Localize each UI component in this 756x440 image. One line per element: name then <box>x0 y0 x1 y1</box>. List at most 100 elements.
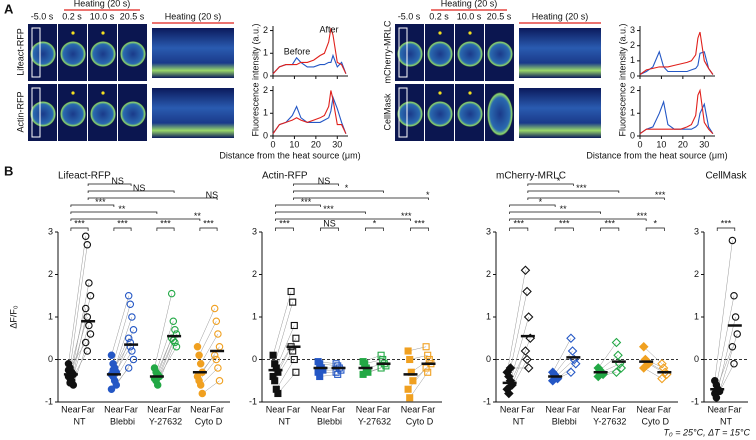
x-tick-label: 30 <box>332 139 342 149</box>
sig-label: *** <box>513 218 524 228</box>
pair-label: Near <box>104 404 124 414</box>
point <box>593 371 604 382</box>
point <box>271 377 279 385</box>
point <box>212 317 221 325</box>
point <box>126 300 135 308</box>
sig-bracket <box>293 197 429 200</box>
y-tick-label: 2 <box>263 85 268 95</box>
sig-label: *** <box>604 218 615 228</box>
sig-label: *** <box>117 218 128 228</box>
point <box>616 363 627 373</box>
y-tick-label: -1 <box>249 396 257 406</box>
pair-line <box>71 282 90 373</box>
pair-label: Far <box>124 404 138 414</box>
cell <box>457 101 483 127</box>
y-tick-label: 1 <box>486 311 491 321</box>
point <box>611 337 622 348</box>
sig-label: NS <box>111 176 124 186</box>
point <box>196 359 205 368</box>
pair-line <box>114 350 133 381</box>
point <box>193 342 202 351</box>
point <box>730 291 738 300</box>
point <box>287 287 295 296</box>
pair-label: Far <box>728 404 742 414</box>
point <box>112 381 121 389</box>
time-label: -5.0 s <box>398 11 421 21</box>
row-label: Lifeact-RFP <box>15 28 25 76</box>
pair-label: Far <box>422 404 436 414</box>
y-tick-label: 1 <box>630 55 635 65</box>
y-tick-label: 3 <box>48 226 53 236</box>
sig-label: *** <box>74 218 85 228</box>
pair-label: Far <box>210 404 224 414</box>
y-tick-label: 0 <box>263 70 268 80</box>
point <box>195 351 203 359</box>
point <box>269 351 277 359</box>
trace-before <box>272 95 347 135</box>
sig-bracket <box>554 227 574 231</box>
point <box>520 346 531 356</box>
sig-label: * <box>557 176 561 186</box>
point <box>198 389 207 398</box>
cell <box>487 92 513 136</box>
point <box>215 376 224 385</box>
y-tick-label: 0 <box>630 130 635 140</box>
point <box>109 366 117 374</box>
cell <box>397 41 423 67</box>
trace-after <box>272 28 347 75</box>
point <box>214 330 222 338</box>
group-label: NT <box>720 416 732 426</box>
heat-spot <box>71 31 75 35</box>
point <box>85 321 93 330</box>
pair-line <box>599 355 619 371</box>
pair-line <box>552 338 572 373</box>
sig-bracket <box>509 218 647 221</box>
sig-bracket <box>156 227 175 231</box>
row-label: mCherry-MRLC <box>382 20 392 84</box>
point <box>570 358 581 369</box>
y-tick-label: 0 <box>630 70 635 80</box>
point <box>404 347 412 355</box>
point <box>274 389 282 398</box>
point <box>523 363 534 373</box>
pair-line <box>507 270 526 373</box>
legend-after: After <box>319 24 338 34</box>
sig-bracket <box>716 227 736 231</box>
point <box>129 355 138 364</box>
point <box>638 341 649 352</box>
cell <box>457 41 483 67</box>
time-label: 10.0 s <box>457 11 482 21</box>
pair-label: Far <box>567 404 581 414</box>
point <box>292 334 300 342</box>
kymograph <box>152 28 234 78</box>
x-tick-label: 0 <box>637 139 642 149</box>
group-label: Blebbi <box>110 416 135 426</box>
pair-line <box>276 325 295 369</box>
y-tick-label: -1 <box>483 396 491 406</box>
cell <box>427 41 453 67</box>
pair-label: Far <box>167 404 181 414</box>
pair-label: Near <box>356 404 376 414</box>
point <box>520 265 531 276</box>
point <box>64 366 73 374</box>
group-label: Blebbi <box>317 416 342 426</box>
y-tick-label: 1 <box>263 48 268 58</box>
y-axis-label: Fluorescence intensity (a.u.) <box>250 23 260 136</box>
x-axis-label: Distance from the heat source (μm) <box>219 150 360 160</box>
x-tick-label: 30 <box>699 139 709 149</box>
row-label: CellMask <box>382 93 392 131</box>
heat-spot <box>438 91 442 95</box>
point <box>406 355 414 364</box>
y-tick-label: 3 <box>694 226 699 236</box>
pair-label: Far <box>332 404 346 414</box>
pair-line <box>73 295 91 375</box>
sig-bracket <box>320 227 339 231</box>
sig-bracket <box>293 183 339 186</box>
point <box>171 338 179 347</box>
sig-bracket <box>70 218 201 221</box>
group-label: Y-27632 <box>593 416 626 426</box>
roi-box <box>31 27 41 78</box>
point <box>290 355 298 364</box>
sig-label: ** <box>118 204 126 214</box>
sig-bracket <box>600 227 620 231</box>
